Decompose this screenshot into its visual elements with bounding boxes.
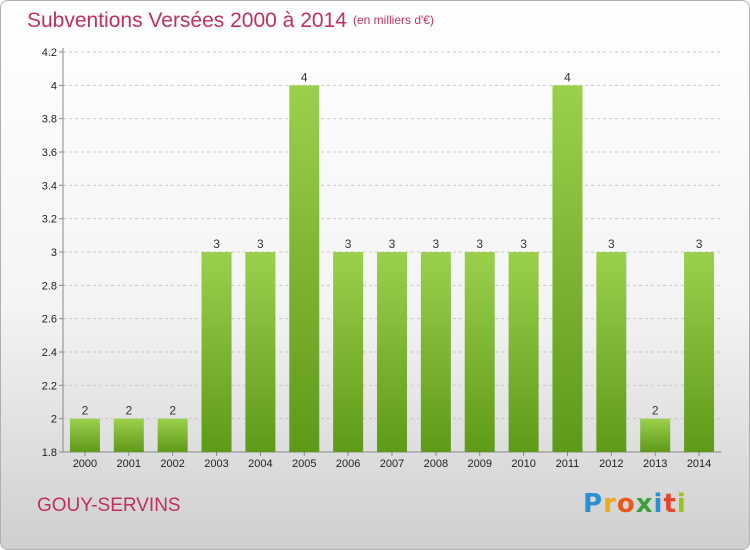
value-label: 2 — [652, 404, 659, 418]
y-tick-label: 2.8 — [42, 280, 57, 292]
value-label: 4 — [564, 70, 571, 84]
value-label: 3 — [608, 237, 615, 251]
x-tick-label: 2008 — [424, 458, 448, 470]
value-label: 2 — [82, 404, 89, 418]
value-label: 3 — [213, 237, 220, 251]
chart-unit: (en milliers d'€) — [353, 13, 434, 27]
bar-2008 — [420, 252, 451, 452]
value-label: 3 — [345, 237, 352, 251]
bar-2004 — [245, 252, 276, 452]
bar-2002 — [157, 418, 188, 452]
x-tick-label: 2006 — [336, 458, 360, 470]
y-tick-label: 4.2 — [42, 47, 57, 59]
logo-letter: r — [603, 489, 617, 519]
bar-2006 — [333, 252, 364, 452]
value-label: 3 — [520, 237, 527, 251]
bar-2003 — [201, 252, 232, 452]
logo-letter: t — [663, 489, 677, 519]
value-label: 2 — [125, 404, 132, 418]
x-tick-label: 2012 — [599, 458, 623, 470]
x-tick-label: 2010 — [511, 458, 535, 470]
y-tick-label: 3.4 — [42, 180, 57, 192]
bar-2010 — [508, 252, 539, 452]
x-tick-label: 2005 — [292, 458, 316, 470]
x-tick-label: 2002 — [160, 458, 184, 470]
logo-letter: P — [583, 489, 604, 519]
value-label: 3 — [433, 237, 440, 251]
y-tick-label: 2.4 — [42, 347, 57, 359]
x-tick-label: 2014 — [687, 458, 711, 470]
y-tick-label: 2 — [51, 414, 57, 426]
value-label: 3 — [257, 237, 264, 251]
logo-letter: i — [676, 489, 687, 519]
y-tick-label: 3.6 — [42, 147, 57, 159]
value-label: 3 — [476, 237, 483, 251]
bar-2000 — [69, 418, 100, 452]
value-label: 3 — [389, 237, 396, 251]
y-tick-label: 3 — [51, 247, 57, 259]
x-tick-label: 2003 — [204, 458, 228, 470]
x-tick-label: 2011 — [556, 458, 580, 470]
bar-2007 — [377, 252, 407, 452]
x-tick-label: 2001 — [117, 458, 141, 470]
y-tick-label: 1.8 — [42, 447, 57, 459]
bar-2009 — [464, 252, 495, 452]
y-tick-label: 4 — [51, 80, 57, 92]
x-tick-label: 2007 — [380, 458, 404, 470]
logo-letter: o — [616, 489, 636, 519]
y-tick-label: 2.6 — [42, 314, 57, 326]
bar-2011 — [552, 85, 583, 452]
bars — [69, 85, 715, 452]
bar-2001 — [113, 418, 144, 452]
y-tick-label: 2.2 — [42, 380, 57, 392]
x-tick-label: 2004 — [248, 458, 272, 470]
logo-letter: x — [635, 489, 654, 519]
y-tick-label: 3.2 — [42, 214, 57, 226]
x-tick-label: 2009 — [467, 458, 491, 470]
logo-letter: i — [653, 489, 664, 519]
proxiti-logo: Proxiti — [583, 489, 687, 519]
commune-name: GOUY-SERVINS — [37, 495, 181, 516]
bar-2005 — [289, 85, 320, 452]
x-tick-label: 2013 — [643, 458, 667, 470]
value-label: 2 — [169, 404, 176, 418]
bar-2013 — [640, 418, 671, 452]
bar-2014 — [684, 252, 715, 452]
labels: 1.8 2 2.2 2.4 2.6 2.8 3 3.2 3.4 3.6 3.8 4 4.2 2 2000 2 2… — [42, 47, 712, 470]
y-tick-label: 3.8 — [42, 114, 57, 126]
value-label: 3 — [696, 237, 703, 251]
bar-2012 — [596, 252, 627, 452]
x-tick-label: 2000 — [73, 458, 97, 470]
value-label: 4 — [301, 70, 308, 84]
chart-title: Subventions Versées 2000 à 2014 — [27, 9, 347, 32]
